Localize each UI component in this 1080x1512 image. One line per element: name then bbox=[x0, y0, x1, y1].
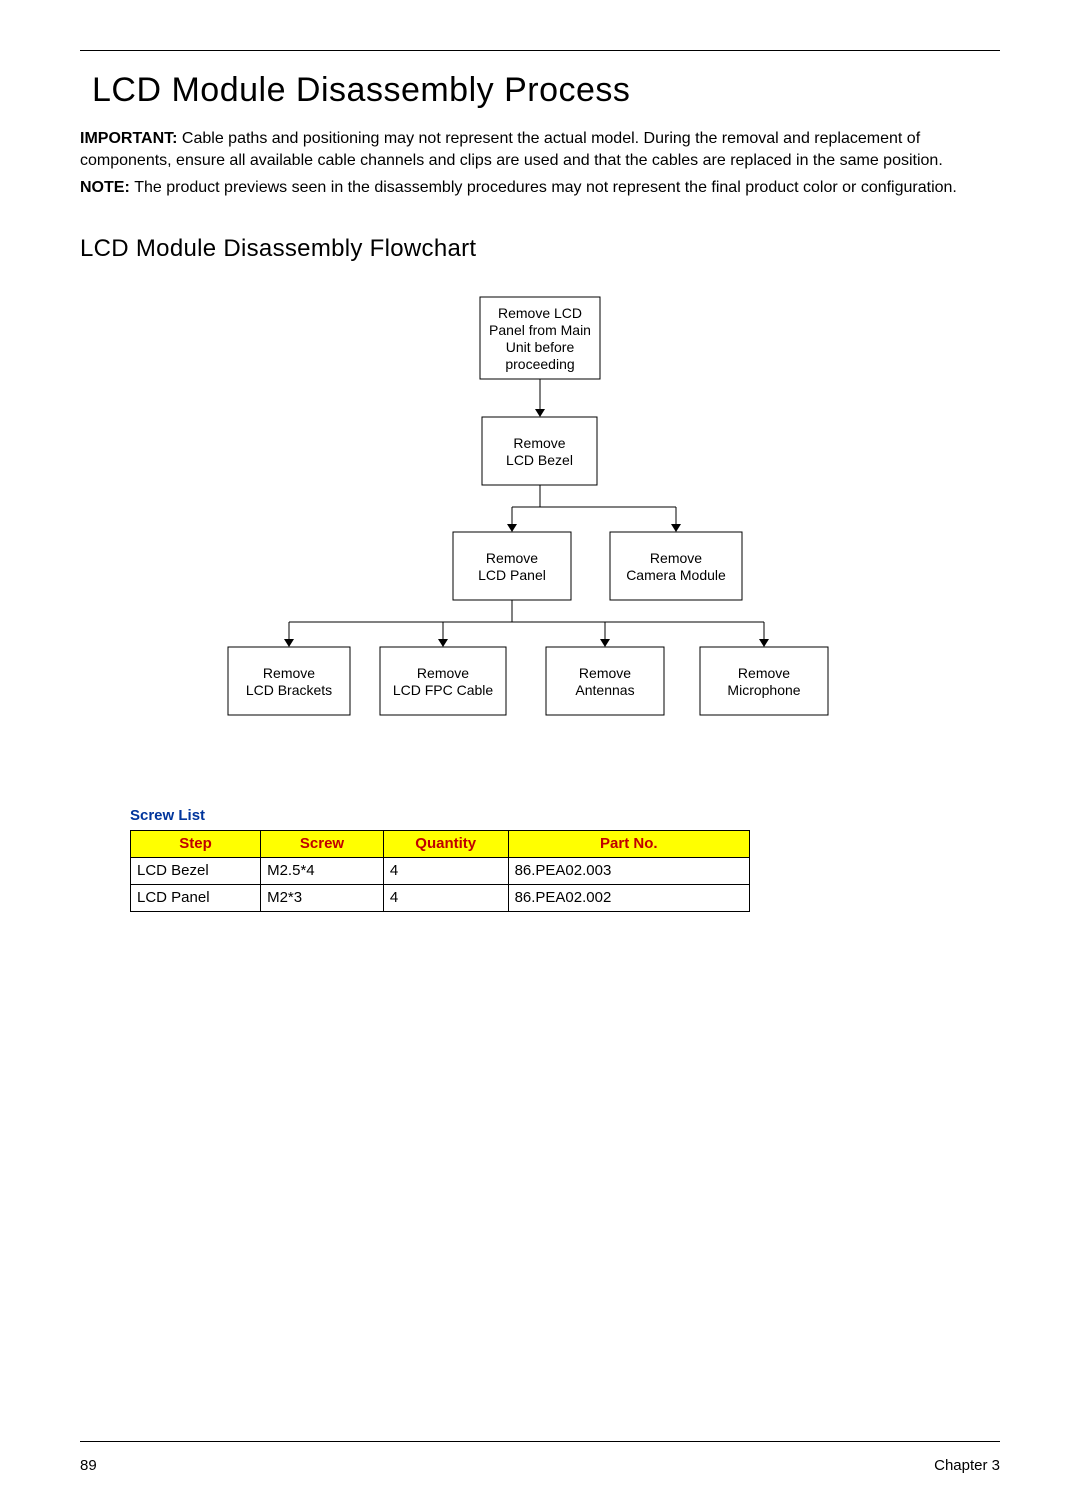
svg-text:Remove: Remove bbox=[513, 435, 565, 451]
flowchart-container: Remove LCDPanel from MainUnit beforeproc… bbox=[80, 287, 1000, 787]
flowchart-svg: Remove LCDPanel from MainUnit beforeproc… bbox=[210, 287, 870, 787]
table-cell: LCD Bezel bbox=[131, 857, 261, 884]
svg-text:LCD FPC Cable: LCD FPC Cable bbox=[393, 682, 494, 698]
svg-text:Remove: Remove bbox=[650, 550, 702, 566]
svg-text:Camera Module: Camera Module bbox=[626, 567, 726, 583]
svg-text:Remove: Remove bbox=[263, 665, 315, 681]
screw-table-body: LCD BezelM2.5*4486.PEA02.003LCD PanelM2*… bbox=[131, 857, 750, 911]
svg-text:Unit before: Unit before bbox=[506, 339, 575, 355]
table-cell: 4 bbox=[383, 884, 508, 911]
note-lead: NOTE: bbox=[80, 179, 134, 196]
screw-table-header-row: StepScrewQuantityPart No. bbox=[131, 830, 750, 857]
svg-text:Remove: Remove bbox=[738, 665, 790, 681]
table-cell: LCD Panel bbox=[131, 884, 261, 911]
table-cell: 86.PEA02.003 bbox=[508, 857, 749, 884]
svg-text:Antennas: Antennas bbox=[575, 682, 634, 698]
table-row: LCD BezelM2.5*4486.PEA02.003 bbox=[131, 857, 750, 884]
screw-table: StepScrewQuantityPart No. LCD BezelM2.5*… bbox=[130, 830, 750, 912]
screw-col-header: Screw bbox=[261, 830, 384, 857]
table-cell: 4 bbox=[383, 857, 508, 884]
chapter-label: Chapter 3 bbox=[934, 1457, 1000, 1474]
flowchart-heading: LCD Module Disassembly Flowchart bbox=[80, 235, 1000, 263]
svg-text:Remove: Remove bbox=[417, 665, 469, 681]
svg-text:proceeding: proceeding bbox=[505, 356, 574, 372]
svg-text:LCD Panel: LCD Panel bbox=[478, 567, 546, 583]
page-number: 89 bbox=[80, 1457, 97, 1474]
svg-text:LCD Bezel: LCD Bezel bbox=[506, 452, 573, 468]
svg-text:LCD Brackets: LCD Brackets bbox=[246, 682, 332, 698]
table-cell: M2*3 bbox=[261, 884, 384, 911]
table-cell: M2.5*4 bbox=[261, 857, 384, 884]
screw-list-heading: Screw List bbox=[130, 807, 1000, 824]
note-paragraph: NOTE: The product previews seen in the d… bbox=[80, 177, 1000, 199]
svg-text:Microphone: Microphone bbox=[727, 682, 800, 698]
page-title: LCD Module Disassembly Process bbox=[92, 71, 1000, 110]
important-paragraph: IMPORTANT: Cable paths and positioning m… bbox=[80, 128, 1000, 171]
screw-col-header: Step bbox=[131, 830, 261, 857]
svg-text:Remove: Remove bbox=[579, 665, 631, 681]
screw-col-header: Quantity bbox=[383, 830, 508, 857]
svg-text:Remove: Remove bbox=[486, 550, 538, 566]
note-body: The product previews seen in the disasse… bbox=[134, 179, 957, 196]
important-lead: IMPORTANT: bbox=[80, 130, 182, 147]
screw-col-header: Part No. bbox=[508, 830, 749, 857]
bottom-rule bbox=[80, 1441, 1000, 1442]
top-rule bbox=[80, 50, 1000, 51]
important-body: Cable paths and positioning may not repr… bbox=[80, 130, 943, 169]
table-row: LCD PanelM2*3486.PEA02.002 bbox=[131, 884, 750, 911]
svg-text:Panel from Main: Panel from Main bbox=[489, 322, 591, 338]
table-cell: 86.PEA02.002 bbox=[508, 884, 749, 911]
page-footer: 89 Chapter 3 bbox=[80, 1457, 1000, 1474]
svg-text:Remove LCD: Remove LCD bbox=[498, 305, 582, 321]
